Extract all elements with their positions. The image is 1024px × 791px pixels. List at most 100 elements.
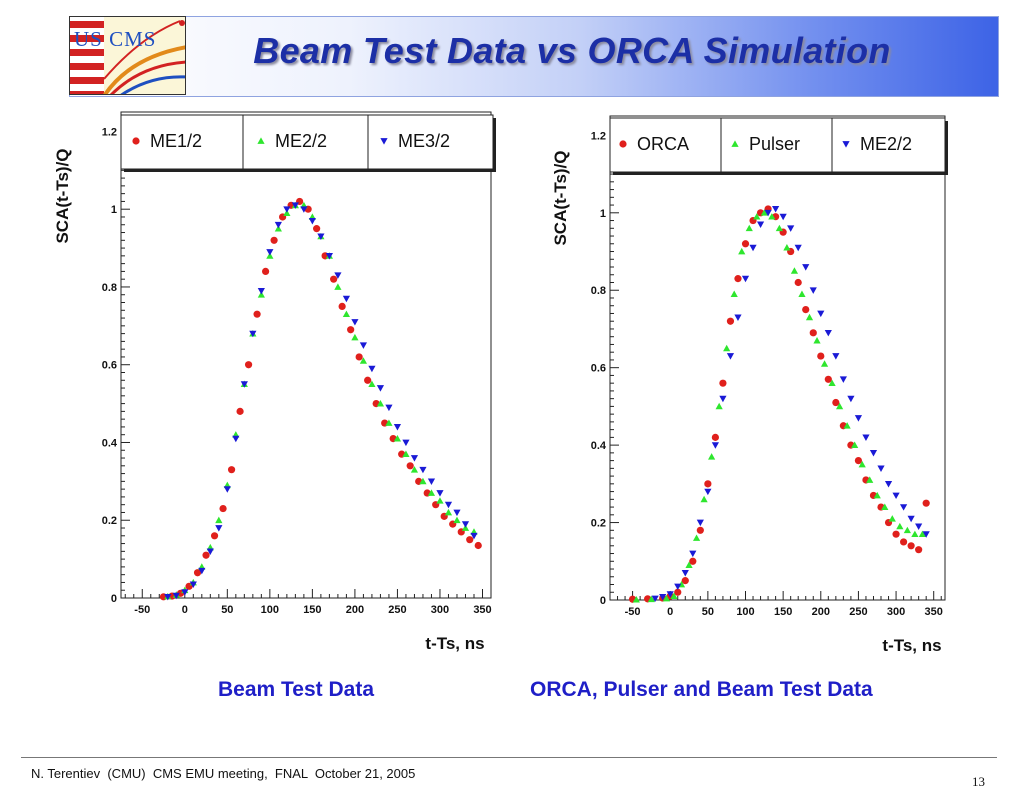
series-me1-2 — [159, 197, 482, 601]
data-point — [892, 492, 900, 500]
data-point — [359, 357, 368, 364]
title-banner — [69, 16, 999, 97]
logo-text: US CMS — [74, 27, 157, 51]
y-tick-label: 0.6 — [102, 360, 117, 372]
data-point — [674, 583, 682, 591]
data-point — [351, 319, 359, 326]
data-point — [802, 264, 810, 271]
x-tick-label: 300 — [887, 606, 905, 618]
us-cms-logo: US CMS — [69, 16, 186, 95]
data-point — [854, 457, 863, 465]
y-tick-label: 0.2 — [102, 515, 117, 527]
data-point — [843, 422, 851, 429]
data-point — [662, 594, 671, 602]
data-point — [809, 329, 817, 337]
data-point — [832, 398, 840, 407]
data-point — [232, 435, 240, 443]
data-point — [393, 424, 402, 431]
data-point — [772, 206, 780, 213]
data-point — [385, 419, 393, 426]
data-point — [351, 333, 359, 341]
data-point — [790, 267, 799, 274]
data-point — [244, 361, 253, 369]
x-tick-label: 200 — [346, 604, 364, 616]
x-tick-label: 100 — [261, 604, 279, 616]
data-point — [884, 480, 893, 488]
data-point — [858, 460, 866, 468]
chart-2: -50 0 50 100 150 200 250 300 350 0 0.2 0.4 0.6 0.8 1 1.… — [551, 115, 948, 655]
data-point — [368, 365, 376, 373]
data-point — [223, 486, 231, 493]
page-number: 13 — [972, 774, 985, 789]
data-point — [689, 550, 697, 558]
y-tick-label: 0.8 — [102, 282, 117, 294]
data-point — [240, 381, 248, 388]
data-point — [257, 287, 265, 295]
legend-entry-label: ORCA — [637, 134, 689, 154]
caption-left: Beam Test Data — [218, 678, 375, 701]
data-point — [674, 588, 682, 596]
y-tick-label: 0 — [111, 593, 117, 605]
data-point — [219, 504, 227, 513]
data-point — [768, 213, 776, 220]
data-point — [753, 213, 761, 220]
data-point — [775, 224, 783, 232]
y-tick-label: 0.2 — [591, 518, 606, 530]
data-point — [419, 466, 427, 474]
data-point — [330, 275, 338, 283]
data-point — [847, 395, 855, 403]
x-tick-label: 250 — [849, 606, 867, 618]
data-point — [461, 521, 470, 528]
data-point — [189, 581, 197, 588]
data-point — [376, 385, 385, 392]
data-point — [918, 530, 927, 538]
y-tick-label: 1 — [600, 208, 606, 220]
footer-text: N. Terentiev (CMU) CMS EMU meeting, FNAL… — [31, 766, 416, 781]
data-point — [692, 534, 701, 541]
x-tick-label: 350 — [473, 604, 491, 616]
data-point — [851, 441, 859, 448]
data-point — [696, 526, 704, 534]
data-point — [325, 252, 333, 260]
data-point — [215, 525, 223, 532]
data-point — [253, 310, 261, 318]
data-point — [862, 434, 870, 441]
data-point — [444, 501, 453, 509]
data-point — [820, 360, 829, 367]
data-point — [817, 352, 825, 360]
data-point — [685, 561, 693, 569]
data-point — [689, 557, 697, 565]
data-point — [270, 236, 278, 244]
data-point — [172, 592, 180, 600]
data-point — [877, 465, 885, 472]
data-point — [854, 415, 863, 422]
y-tick-label: 0.4 — [102, 437, 118, 449]
chart-1: -50 0 50 100 150 200 250 300 350 0 0.2 0.4 0.6 0.8 1 1.… — [53, 111, 496, 653]
data-point — [741, 240, 750, 248]
x-axis-label: t-Ts, ns — [882, 636, 941, 655]
data-point — [708, 453, 716, 460]
data-point — [666, 591, 674, 598]
data-point — [896, 522, 904, 530]
legend-entry-label: ME2/2 — [275, 131, 327, 151]
data-point — [734, 275, 742, 283]
data-point — [745, 224, 753, 232]
legend-box — [609, 117, 946, 173]
data-point — [681, 577, 689, 585]
data-point — [385, 404, 393, 412]
data-point — [824, 329, 832, 337]
data-point — [266, 249, 274, 256]
data-point — [393, 434, 402, 442]
data-point — [922, 531, 930, 538]
data-point — [427, 478, 436, 485]
data-point — [726, 353, 735, 360]
y-axis-label: SCA(t-Ts)/Q — [551, 150, 570, 245]
data-point — [719, 379, 727, 387]
data-point — [704, 488, 712, 496]
legend-marker — [731, 140, 739, 147]
data-point — [839, 376, 847, 383]
legend-entry-label: ME1/2 — [150, 131, 202, 151]
data-point — [338, 302, 346, 310]
data-point — [659, 594, 667, 601]
data-point — [813, 336, 821, 344]
